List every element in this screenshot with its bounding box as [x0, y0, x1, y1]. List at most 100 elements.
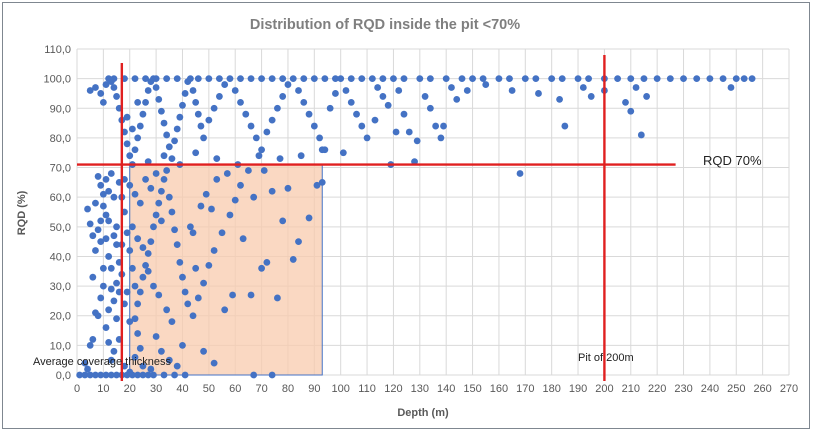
data-point — [400, 75, 408, 83]
data-point — [379, 75, 387, 83]
data-point — [416, 75, 424, 83]
data-point — [245, 167, 252, 174]
data-point — [643, 93, 650, 100]
data-point — [128, 223, 136, 231]
data-point — [152, 84, 160, 91]
data-point — [181, 288, 189, 296]
data-point — [194, 110, 202, 118]
data-point — [102, 211, 110, 219]
data-point — [247, 75, 255, 83]
data-point — [113, 279, 120, 287]
data-point — [126, 152, 134, 160]
data-point — [237, 75, 244, 83]
data-point — [239, 235, 247, 243]
data-point — [76, 371, 84, 379]
data-point — [384, 101, 392, 109]
data-point — [86, 341, 94, 349]
x-tick-label: 200 — [595, 383, 613, 395]
data-point — [216, 93, 223, 100]
data-point — [411, 158, 418, 166]
x-tick-label: 90 — [308, 383, 320, 395]
data-point — [128, 125, 136, 133]
data-point — [321, 75, 329, 83]
data-point — [706, 75, 714, 83]
x-tick-label: 180 — [542, 383, 560, 395]
data-point — [105, 253, 113, 260]
data-point — [131, 75, 139, 83]
data-point — [276, 155, 284, 163]
data-point — [289, 75, 297, 83]
data-point — [205, 116, 213, 124]
data-point — [150, 371, 157, 379]
coverage-label: Average coverage thickness — [33, 356, 171, 368]
data-point — [136, 199, 144, 207]
data-point — [719, 75, 727, 83]
data-point — [250, 193, 258, 201]
data-point — [165, 193, 173, 201]
data-point — [168, 318, 176, 326]
data-point — [163, 75, 171, 83]
data-point — [437, 134, 445, 142]
data-point — [297, 152, 305, 160]
data-point — [102, 81, 110, 88]
data-point — [126, 247, 134, 254]
data-point — [86, 371, 94, 379]
data-point — [194, 75, 202, 83]
data-point — [157, 347, 165, 355]
data-point — [558, 75, 566, 83]
data-point — [94, 173, 102, 180]
data-point — [189, 312, 197, 320]
data-point — [134, 371, 142, 379]
data-point — [258, 75, 265, 83]
data-point — [279, 75, 287, 83]
data-point — [223, 170, 231, 177]
data-point — [268, 75, 276, 83]
data-point — [123, 113, 131, 121]
rqd-scatter-chart: Distribution of RQD inside the pit <70% … — [16, 17, 798, 419]
data-point — [310, 75, 318, 83]
data-point — [134, 300, 142, 308]
data-point — [128, 264, 136, 272]
data-point — [197, 202, 205, 210]
data-point — [165, 356, 173, 364]
data-point — [102, 371, 110, 379]
data-point — [247, 122, 255, 130]
data-point — [97, 90, 105, 97]
data-point — [274, 294, 281, 302]
data-point — [202, 190, 210, 198]
data-point — [268, 187, 276, 195]
data-point — [289, 256, 297, 263]
data-point — [326, 104, 334, 112]
data-point — [229, 291, 236, 299]
data-point — [81, 359, 89, 367]
data-point — [210, 359, 218, 367]
data-point — [113, 371, 120, 379]
data-point — [640, 75, 648, 83]
shaded-region — [129, 164, 323, 376]
data-point — [458, 75, 466, 83]
data-point — [186, 223, 194, 231]
data-point — [92, 199, 99, 207]
data-point — [86, 220, 94, 228]
x-tick-label: 270 — [780, 383, 798, 395]
data-point — [126, 368, 134, 376]
data-point — [263, 128, 271, 136]
data-point — [242, 110, 250, 118]
data-point — [316, 134, 324, 142]
x-tick-label: 60 — [229, 383, 241, 395]
data-point — [107, 264, 115, 272]
data-point — [448, 84, 455, 91]
data-point — [144, 87, 152, 94]
data-point — [390, 75, 397, 83]
data-point — [358, 75, 366, 83]
data-point — [732, 75, 740, 83]
y-tick-label: 0,0 — [56, 370, 71, 382]
data-point — [250, 371, 258, 379]
data-point — [318, 178, 326, 186]
data-point — [200, 347, 207, 355]
x-tick-label: 210 — [622, 383, 640, 395]
data-point — [142, 261, 149, 269]
data-point — [134, 134, 142, 142]
data-point — [89, 336, 97, 343]
data-point — [92, 371, 99, 379]
